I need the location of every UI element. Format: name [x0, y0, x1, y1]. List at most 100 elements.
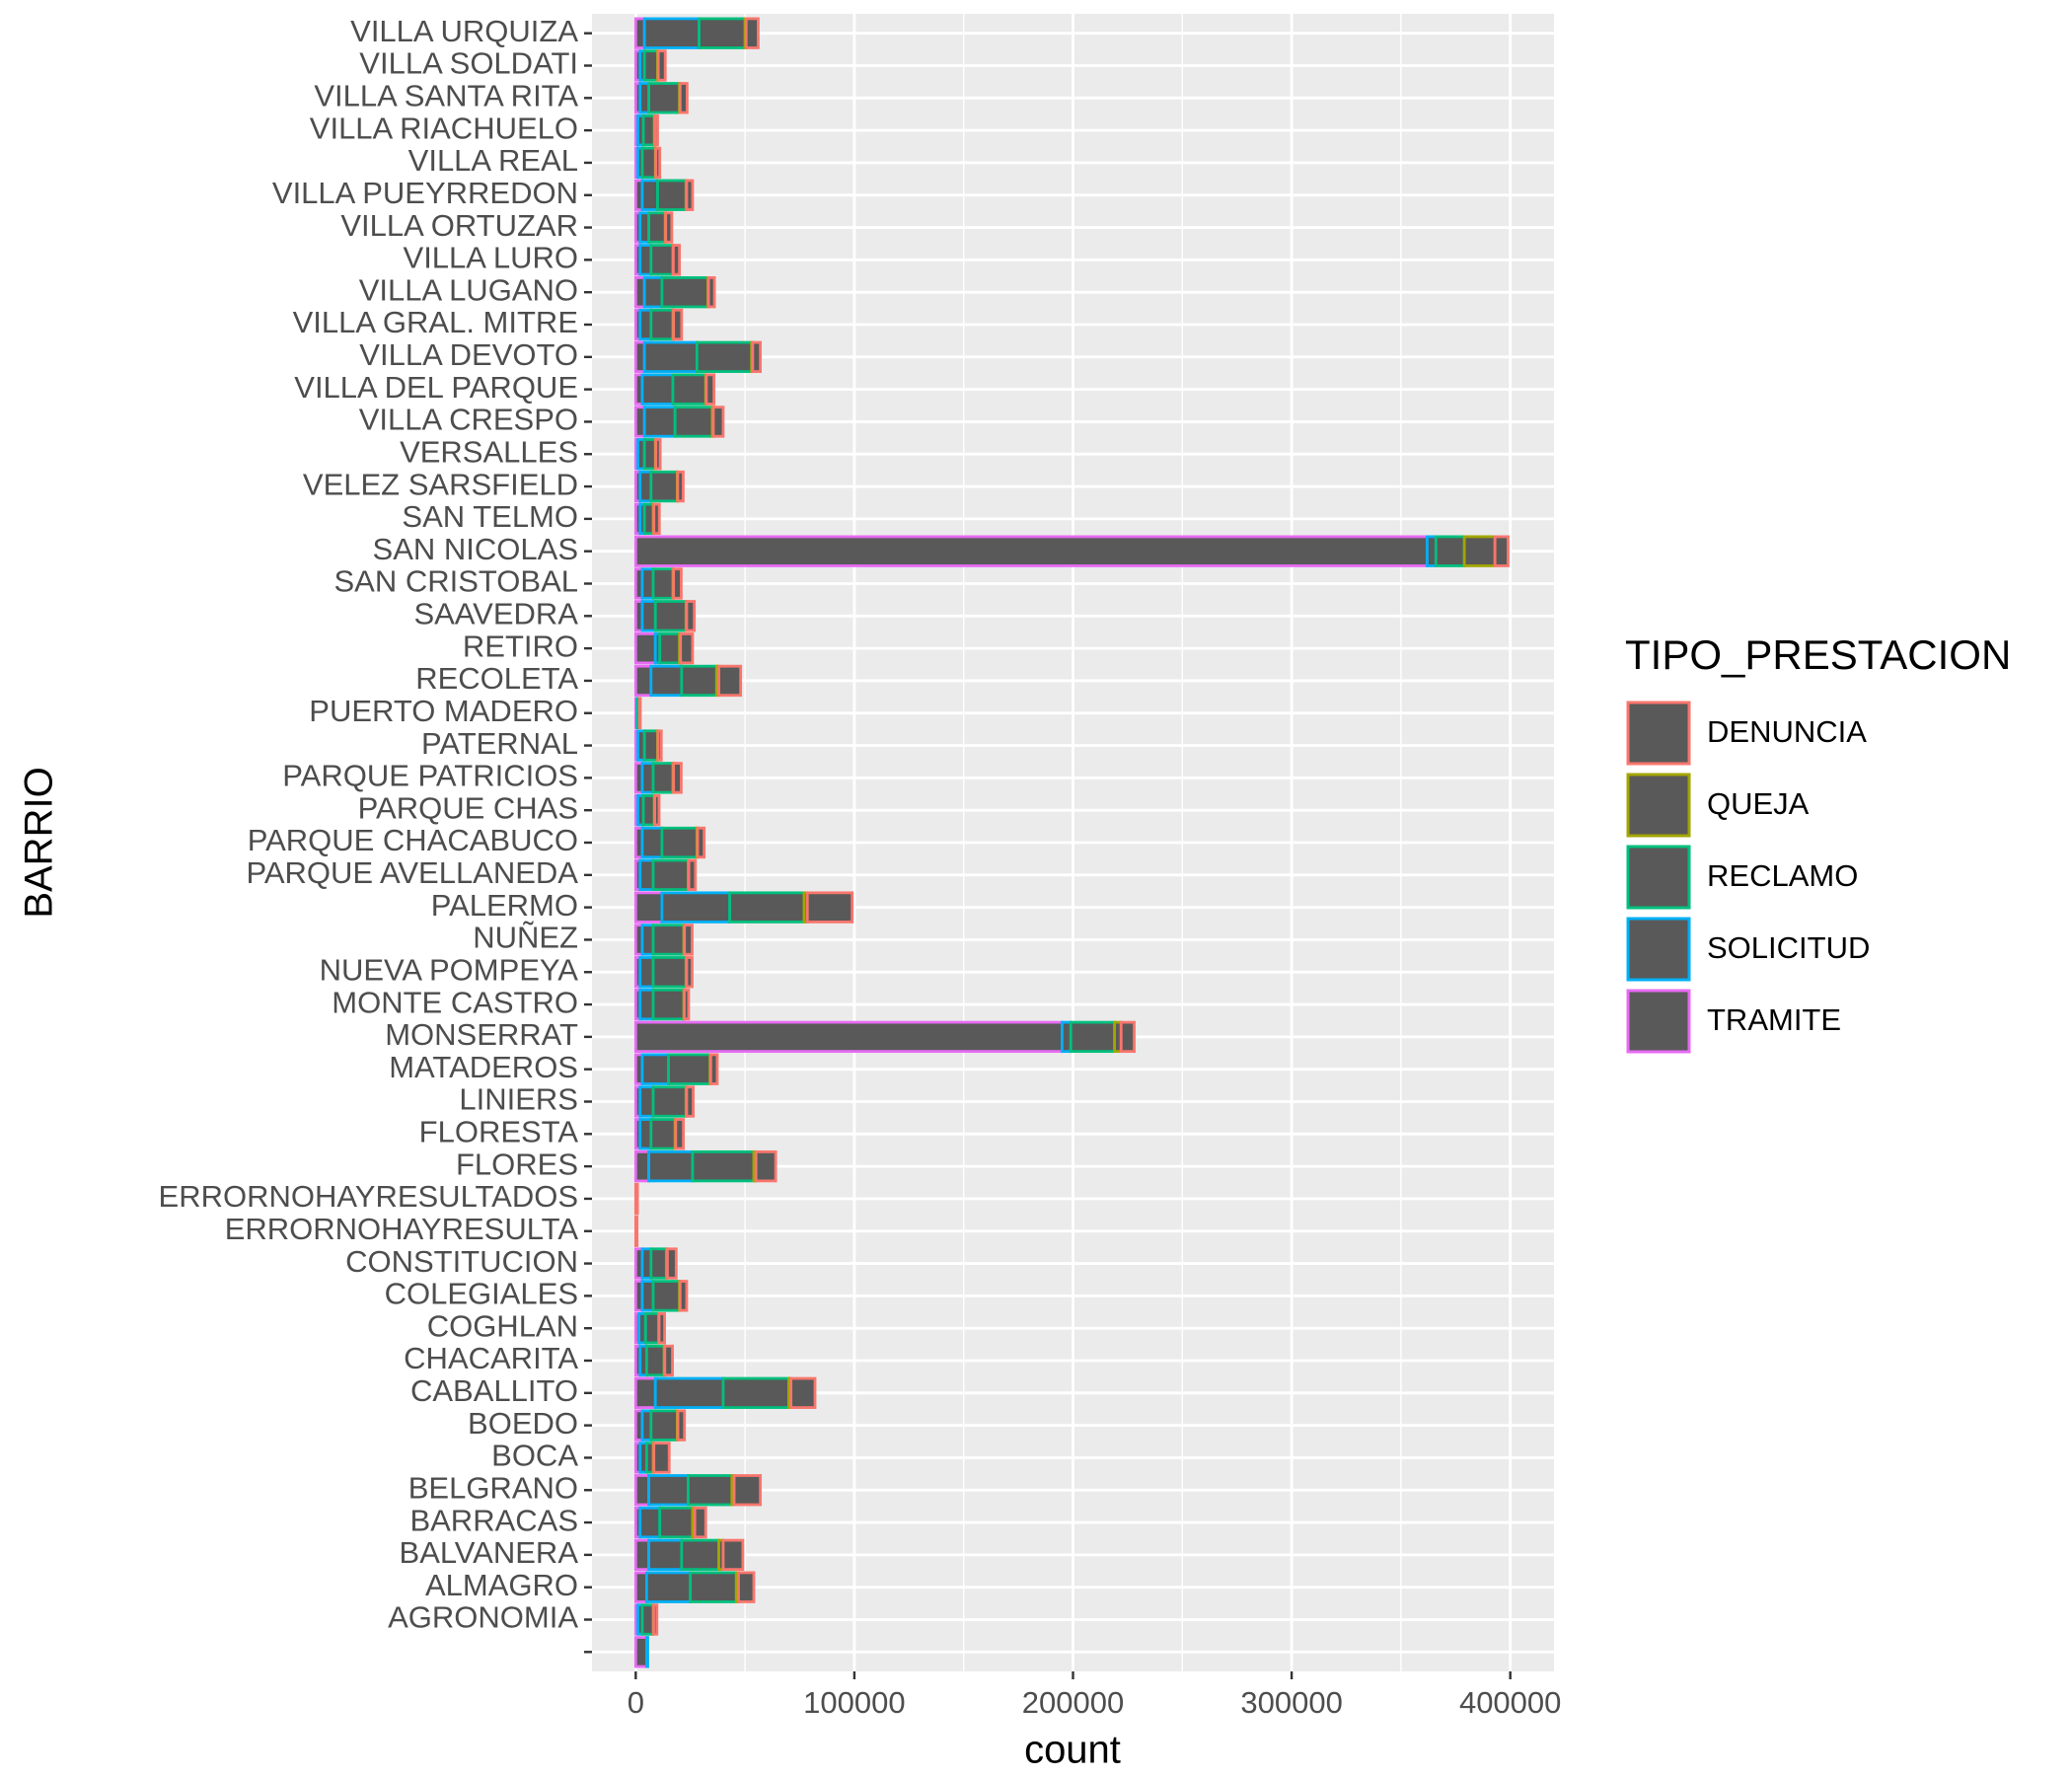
bar-segment — [633, 891, 664, 924]
bar-segment — [642, 276, 664, 309]
y-tick-label: VILLA REAL — [408, 143, 578, 178]
bar-segment — [680, 664, 718, 698]
y-tick-label: VILLA PUEYRREDON — [272, 176, 578, 210]
y-tick-label: COGHLAN — [427, 1308, 578, 1343]
y-tick-label: VELEZ SARSFIELD — [303, 467, 578, 501]
legend-key — [1626, 989, 1691, 1054]
y-tick-label: CABALLITO — [410, 1373, 578, 1408]
bar-segment — [654, 146, 662, 180]
bar-segment — [685, 600, 697, 632]
bar-segment — [672, 308, 684, 341]
bar-segment — [651, 1085, 688, 1118]
legend-label: DENUNCIA — [1707, 714, 1867, 749]
bar-segment — [651, 988, 686, 1021]
bar-segment — [1119, 1020, 1136, 1054]
bar-segment — [638, 1085, 655, 1118]
bar-segment — [633, 1149, 651, 1183]
y-tick-label: SAN CRISTOBAL — [333, 564, 578, 599]
bar-segment — [667, 1053, 712, 1085]
y-tick-label: PARQUE CHACABUCO — [248, 823, 578, 857]
x-tick-label: 100000 — [803, 1685, 905, 1720]
bar-segment — [640, 762, 655, 794]
legend-label: QUEJA — [1707, 786, 1810, 821]
bar-segment — [704, 373, 716, 406]
bar-segment — [641, 113, 656, 147]
bar-segment — [633, 1474, 651, 1507]
bar-segment — [1434, 535, 1466, 567]
bar-segment — [640, 1280, 655, 1312]
bar-segment — [640, 1053, 670, 1085]
bar-segment — [683, 924, 694, 956]
bar-segment — [805, 891, 854, 924]
legend-key — [1626, 917, 1691, 982]
bar-segment — [651, 924, 686, 956]
y-tick-label: BALVANERA — [400, 1535, 579, 1570]
y-tick-label: CONSTITUCION — [345, 1244, 578, 1279]
bar-segment — [685, 1085, 695, 1118]
bar-segment — [633, 1182, 639, 1216]
bar-segment — [633, 1571, 648, 1603]
bar-segment — [633, 1376, 657, 1409]
bar-segment — [642, 17, 701, 49]
bar-segment — [751, 340, 763, 373]
bar-segment — [638, 988, 655, 1021]
y-tick-label: VILLA LURO — [404, 241, 578, 275]
bar-segment — [641, 794, 656, 827]
bar-segment — [744, 17, 760, 49]
x-tick-label: 200000 — [1022, 1685, 1124, 1720]
bar-segment — [640, 600, 657, 632]
bar-segment — [732, 1474, 763, 1507]
bar-segment — [640, 179, 659, 211]
y-axis-title: BARRIO — [18, 767, 61, 918]
bar-segment — [728, 891, 806, 924]
legend-key — [1626, 773, 1691, 838]
bar-segment — [647, 1474, 690, 1507]
y-tick-label: PALERMO — [431, 888, 578, 923]
bar-segment — [640, 924, 655, 956]
bar-segment — [644, 1344, 666, 1377]
bar-segment — [633, 631, 657, 665]
bar-segment — [676, 1409, 687, 1442]
y-tick-label: COLEGIALES — [385, 1277, 578, 1311]
y-tick-label: ERRORNOHAYRESULTADOS — [159, 1179, 578, 1214]
bar-segment — [651, 858, 690, 891]
bar-segment — [649, 244, 675, 276]
bar-segment — [679, 631, 695, 665]
legend-key — [1626, 701, 1691, 766]
bar-segment — [678, 82, 689, 114]
bar-segment — [711, 406, 725, 438]
bar-segment — [642, 49, 659, 82]
y-tick-label: PARQUE AVELLANEDA — [246, 855, 578, 890]
y-tick-label: ALMAGRO — [425, 1568, 578, 1602]
bar-segment — [649, 1409, 679, 1442]
bar-segment — [638, 956, 655, 989]
y-tick-label: BARRACAS — [409, 1503, 578, 1537]
bar-segment — [652, 1603, 659, 1636]
y-tick-label: MONTE CASTRO — [332, 985, 578, 1019]
bar-segment — [660, 276, 709, 309]
y-tick-label: AGRONOMIA — [388, 1600, 578, 1635]
bar-segment — [638, 244, 653, 276]
bar-segment — [640, 146, 657, 180]
bar-segment — [672, 567, 683, 600]
bar-segment — [663, 1344, 674, 1377]
bar-segment — [633, 1020, 1064, 1054]
y-tick-label: PARQUE PATRICIOS — [282, 759, 578, 793]
bar-segment — [685, 956, 694, 989]
bar-segment — [1493, 535, 1510, 567]
bar-segment — [717, 664, 743, 698]
bar-segment — [673, 406, 714, 438]
bar-segment — [651, 762, 675, 794]
bar-segment — [644, 1636, 649, 1668]
bar-segment — [660, 826, 699, 859]
y-tick-label: FLORES — [456, 1147, 578, 1181]
bar-segment — [649, 470, 679, 503]
y-tick-label: LINIERS — [459, 1082, 578, 1117]
bar-segment — [653, 113, 659, 147]
y-tick-label: VILLA ORTUZAR — [340, 208, 578, 243]
bar-segment — [652, 1442, 671, 1474]
bar-segment — [644, 1571, 693, 1603]
y-tick-label: RECOLETA — [415, 661, 578, 696]
bar-segment — [687, 1474, 734, 1507]
